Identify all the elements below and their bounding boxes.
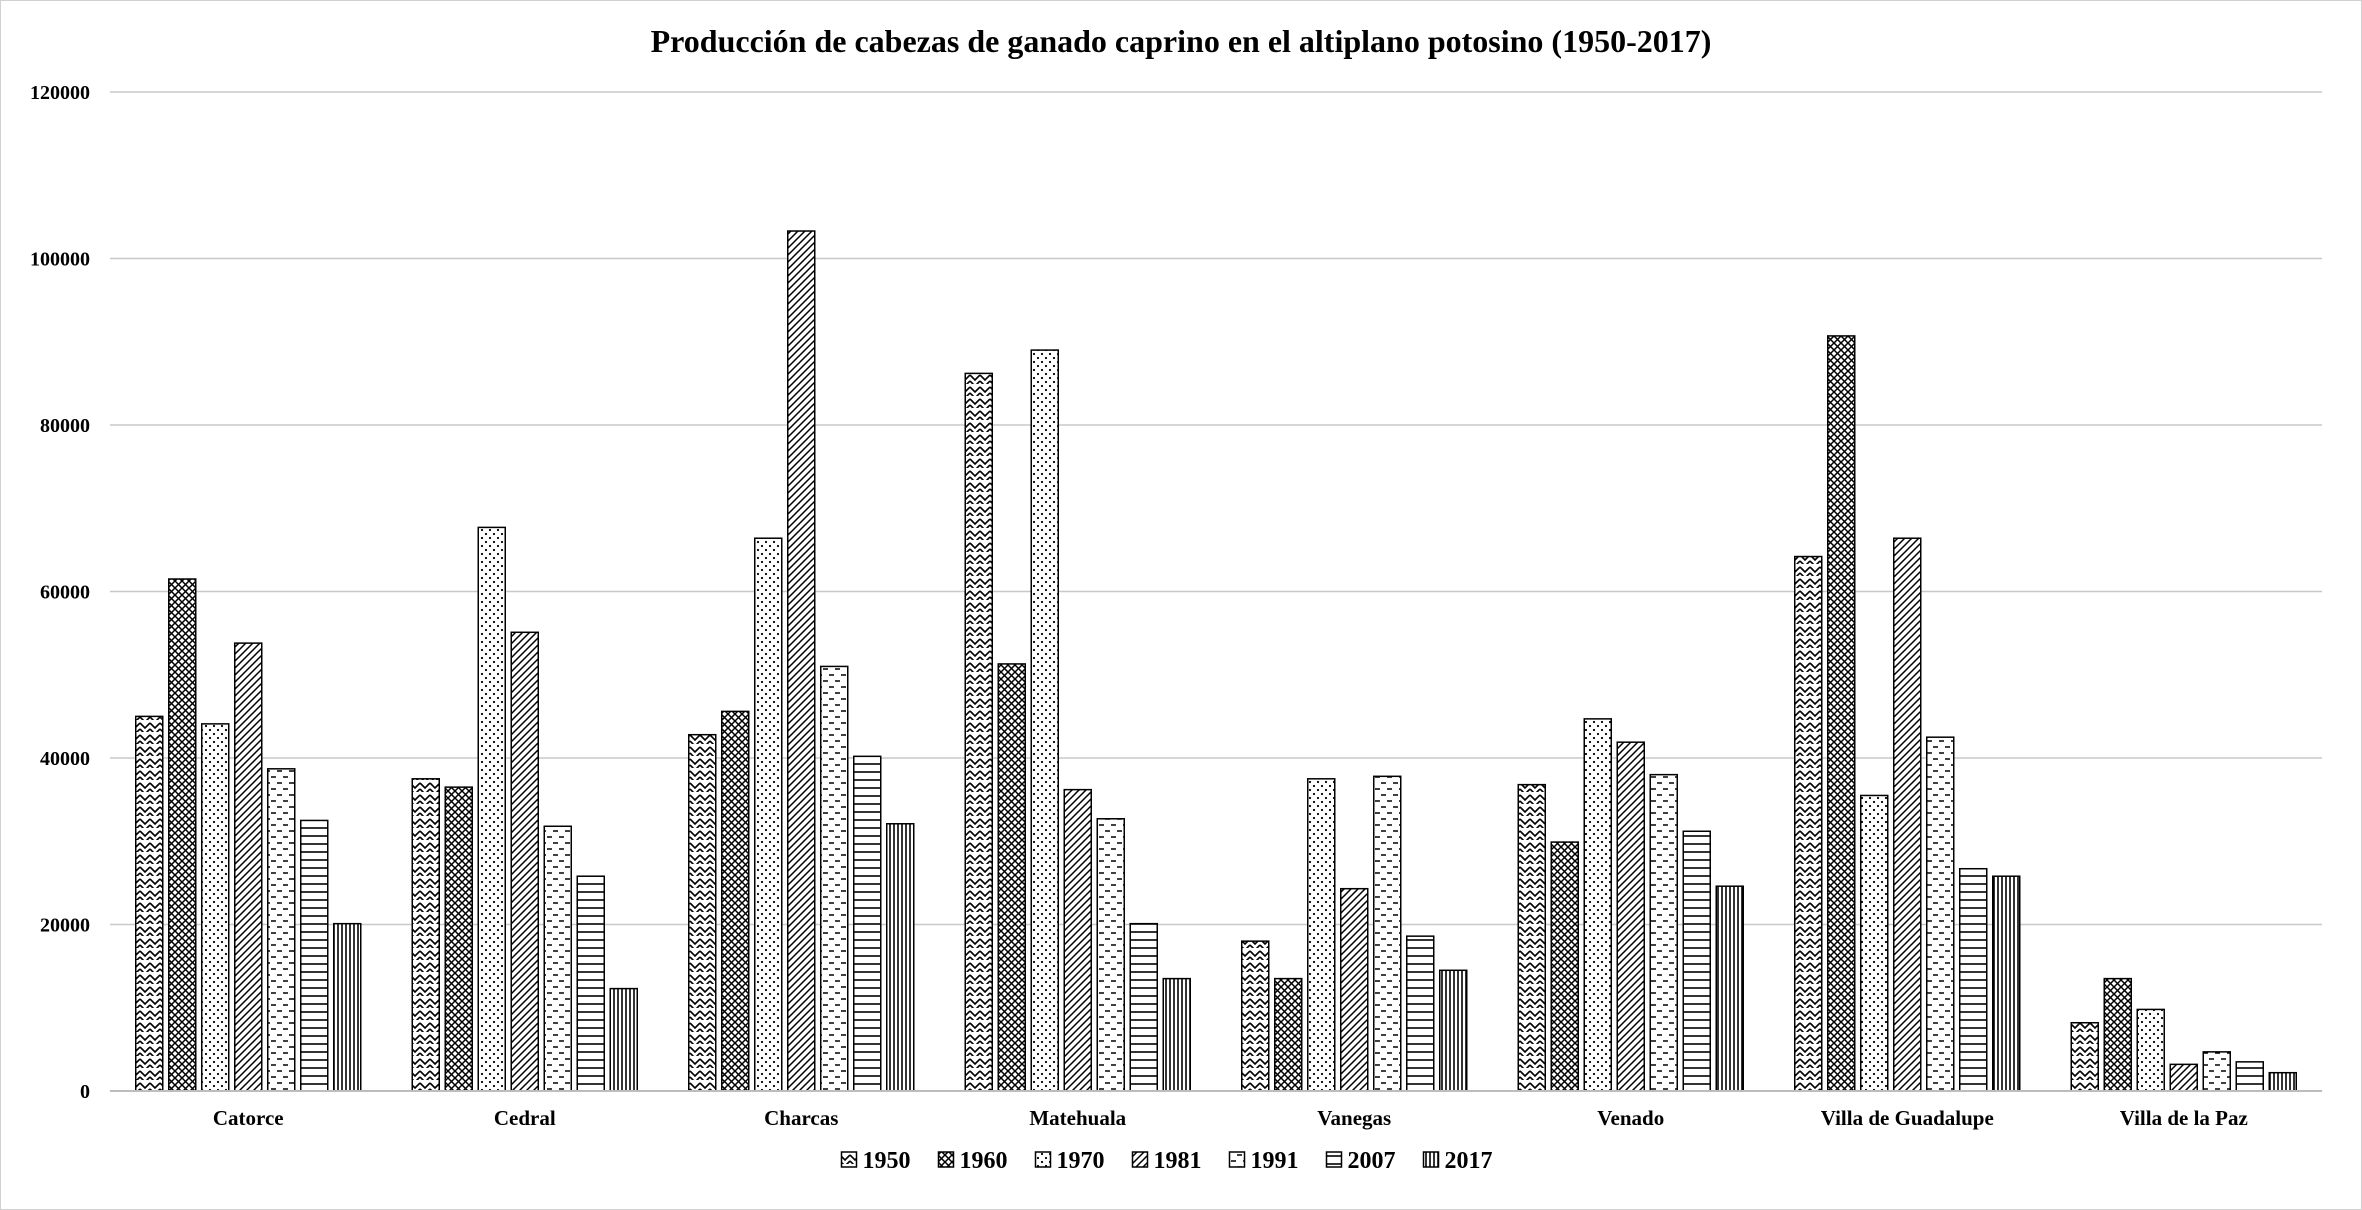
x-category-label: Villa de Guadalupe [1821, 1106, 1994, 1130]
x-category-label: Vanegas [1317, 1106, 1391, 1130]
bar-2017-villa-de-la-paz [2268, 1071, 2297, 1092]
bar-1960-villa-de-guadalupe [1827, 335, 1856, 1092]
bar-1970-villa-de-guadalupe [1860, 794, 1889, 1092]
bar-2017-matehuala [1162, 977, 1191, 1092]
legend-swatch [937, 1151, 955, 1168]
legend-item-2017: 2017 [1422, 1148, 1493, 1174]
x-category-label: Venado [1597, 1106, 1664, 1130]
bar-2007-charcas [853, 755, 882, 1092]
bar-1981-villa-de-guadalupe [1893, 537, 1922, 1092]
legend-label: 2007 [1348, 1148, 1396, 1174]
bar-2017-catorce [333, 922, 362, 1092]
bar-1960-venado [1550, 841, 1579, 1092]
legend-swatch [1228, 1151, 1246, 1168]
bar-1970-charcas [754, 537, 783, 1092]
bar-1981-charcas [787, 230, 816, 1092]
bar-1950-venado [1517, 783, 1546, 1092]
bar-2007-matehuala [1129, 922, 1158, 1092]
bar-1950-charcas [688, 733, 717, 1092]
bar-1960-catorce [168, 578, 197, 1092]
bar-1950-cedral [411, 778, 440, 1092]
legend-label: 1981 [1154, 1148, 1202, 1174]
bar-1991-villa-de-guadalupe [1926, 736, 1955, 1092]
bar-1950-catorce [135, 715, 164, 1092]
bar-1981-cedral [510, 631, 539, 1092]
bars [135, 230, 2297, 1092]
legend-swatch [1131, 1151, 1149, 1168]
bar-2007-cedral [576, 875, 605, 1092]
bar-1981-villa-de-la-paz [2169, 1063, 2198, 1092]
legend-swatch [1422, 1151, 1440, 1168]
bar-2017-vanegas [1439, 969, 1468, 1092]
bar-1991-matehuala [1096, 818, 1125, 1092]
legend-item-1981: 1981 [1131, 1148, 1202, 1174]
bar-1970-matehuala [1030, 349, 1059, 1092]
bar-1970-cedral [477, 526, 506, 1092]
legend-label: 1991 [1251, 1148, 1299, 1174]
bar-2017-cedral [609, 987, 638, 1092]
legend-item-1960: 1960 [937, 1148, 1008, 1174]
bar-1981-matehuala [1063, 788, 1092, 1092]
legend-swatch [840, 1151, 858, 1168]
bar-1970-venado [1583, 718, 1612, 1092]
legend-label: 1970 [1057, 1148, 1105, 1174]
bar-2007-villa-de-la-paz [2235, 1061, 2264, 1092]
legend-label: 1950 [863, 1148, 911, 1174]
bar-1970-villa-de-la-paz [2136, 1008, 2165, 1092]
legend-label: 2017 [1445, 1148, 1493, 1174]
bar-1991-vanegas [1373, 775, 1402, 1092]
bar-1950-matehuala [964, 372, 993, 1092]
y-tick-label: 40000 [40, 748, 90, 770]
bar-2017-charcas [886, 823, 915, 1092]
bar-1960-villa-de-la-paz [2103, 977, 2132, 1092]
x-category-label: Cedral [494, 1106, 556, 1130]
y-tick-label: 0 [80, 1081, 90, 1103]
legend-item-1991: 1991 [1228, 1148, 1299, 1174]
bar-2017-venado [1715, 885, 1744, 1092]
bar-1960-vanegas [1274, 977, 1303, 1092]
bar-1981-venado [1616, 741, 1645, 1092]
legend-label: 1960 [960, 1148, 1008, 1174]
y-tick-label: 120000 [30, 82, 90, 104]
y-axis-ticks: 0 20000 40000 60000 80000 100000 120000 [30, 82, 90, 1103]
bar-1950-villa-de-la-paz [2070, 1021, 2099, 1092]
bar-1950-vanegas [1241, 940, 1270, 1092]
bar-1981-vanegas [1340, 887, 1369, 1092]
x-category-label: Catorce [213, 1106, 284, 1130]
chart-title: Producción de cabezas de ganado caprino … [651, 23, 1712, 59]
bar-1960-charcas [721, 710, 750, 1092]
legend-item-1970: 1970 [1034, 1148, 1105, 1174]
bar-2007-venado [1682, 830, 1711, 1092]
bar-1991-charcas [820, 665, 849, 1092]
legend-item-2007: 2007 [1325, 1148, 1396, 1174]
x-category-label: Charcas [764, 1106, 838, 1130]
bar-1970-catorce [201, 723, 230, 1092]
y-tick-label: 20000 [40, 915, 90, 937]
bar-1960-matehuala [997, 663, 1026, 1092]
bar-2007-vanegas [1406, 935, 1435, 1092]
x-category-label: Matehuala [1029, 1106, 1126, 1130]
bar-2017-villa-de-guadalupe [1992, 875, 2021, 1092]
bar-1981-catorce [234, 642, 263, 1092]
bar-1970-vanegas [1307, 778, 1336, 1092]
legend-swatch [1034, 1151, 1052, 1168]
legend-swatch [1325, 1151, 1343, 1168]
bar-2007-catorce [300, 819, 329, 1092]
bar-1950-villa-de-guadalupe [1794, 555, 1823, 1092]
bar-2007-villa-de-guadalupe [1959, 867, 1988, 1092]
y-tick-label: 60000 [40, 582, 90, 604]
bar-1991-cedral [543, 825, 572, 1092]
y-tick-label: 100000 [30, 249, 90, 271]
legend: 1950 1960 1970 1981 1991 2007 2017 [840, 1148, 1493, 1174]
bar-1991-venado [1649, 773, 1678, 1092]
y-tick-label: 80000 [40, 415, 90, 437]
legend-item-1950: 1950 [840, 1148, 911, 1174]
bar-1960-cedral [444, 786, 473, 1092]
x-category-label: Villa de la Paz [2120, 1106, 2248, 1130]
bar-1991-villa-de-la-paz [2202, 1051, 2231, 1092]
x-axis-category-labels: Catorce Cedral Charcas Matehuala Vanegas Vena… [213, 1106, 2248, 1130]
bar-1991-catorce [267, 768, 296, 1092]
